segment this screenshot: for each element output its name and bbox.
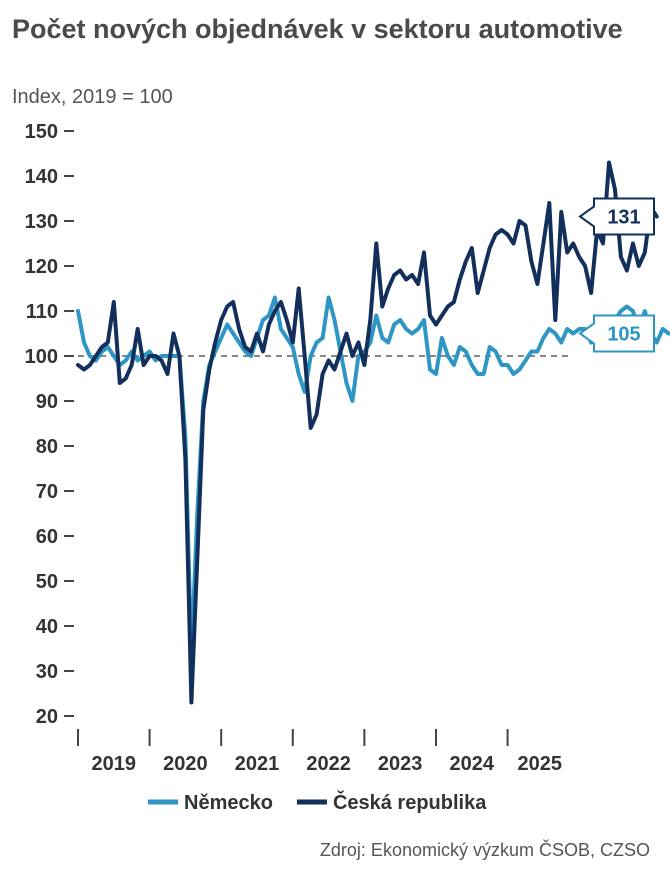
x-tick-label: 2021 bbox=[235, 753, 280, 775]
x-tick-label: 2024 bbox=[450, 753, 495, 775]
y-tick-label: 140 bbox=[25, 166, 58, 188]
x-tick-label: 2023 bbox=[378, 753, 423, 775]
end-label-box bbox=[578, 197, 655, 236]
y-tick-label: 110 bbox=[26, 301, 58, 323]
y-tick-label: 30 bbox=[36, 661, 58, 683]
y-tick-label: 60 bbox=[36, 526, 58, 548]
y-tick-label: 50 bbox=[36, 571, 58, 593]
series-line-0 bbox=[76, 295, 670, 660]
y-axis: 20 30 40 50 60 70 80 90 100 110 120 130 140 150 bbox=[25, 121, 74, 728]
y-tick-label: 120 bbox=[25, 256, 58, 278]
end-label-value: 105 bbox=[607, 324, 640, 346]
end-label-box bbox=[578, 314, 655, 353]
y-tick-label: 130 bbox=[25, 211, 58, 233]
x-tick-label: 2025 bbox=[518, 753, 563, 775]
end-labels: 105 131 bbox=[578, 197, 655, 353]
source-note: Zdroj: Ekonomický výzkum ČSOB, CZSO bbox=[319, 840, 650, 860]
chart-title: Počet nových objednávek v sektoru automo… bbox=[12, 14, 623, 44]
y-tick-label: 20 bbox=[36, 706, 58, 728]
end-label-value: 131 bbox=[607, 207, 640, 229]
x-axis: 2019 2020 2021 2022 2023 2024 2025 bbox=[77, 729, 563, 775]
series-layer bbox=[76, 160, 670, 705]
x-tick-label: 2020 bbox=[163, 753, 208, 775]
y-tick-label: 70 bbox=[36, 481, 58, 503]
y-tick-label: 90 bbox=[36, 391, 58, 413]
chart-subtitle: Index, 2019 = 100 bbox=[12, 86, 173, 108]
legend-label: Německo bbox=[184, 792, 273, 814]
legend: Německo Česká republika bbox=[148, 790, 487, 814]
x-tick-label: 2022 bbox=[306, 753, 351, 775]
series-line-1 bbox=[76, 160, 659, 705]
y-tick-label: 150 bbox=[25, 121, 58, 143]
x-tick-label: 2019 bbox=[92, 753, 137, 775]
y-tick-label: 40 bbox=[36, 616, 58, 638]
y-tick-label: 100 bbox=[25, 346, 58, 368]
y-tick-label: 80 bbox=[36, 436, 58, 458]
legend-label: Česká republika bbox=[333, 790, 487, 814]
